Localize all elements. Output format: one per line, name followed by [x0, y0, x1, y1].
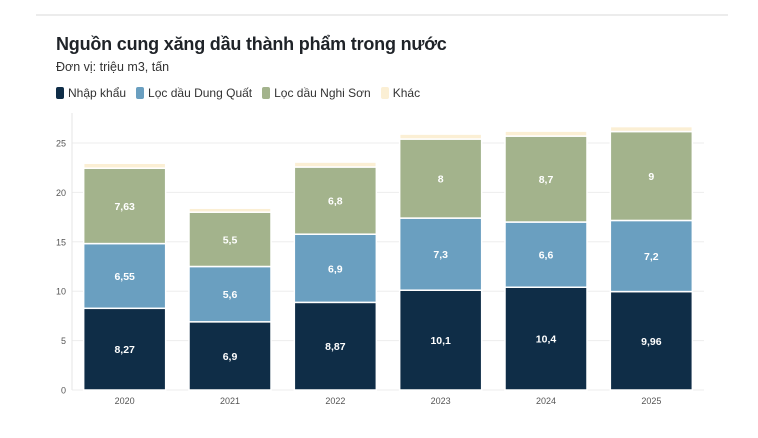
bar-segment	[293, 233, 378, 304]
data-label: 6,9	[328, 263, 343, 275]
x-tick-label: 2025	[641, 396, 661, 406]
bar-segment	[504, 135, 588, 223]
chart-title: Nguồn cung xăng dầu thành phẩm trong nướ…	[56, 34, 447, 54]
legend-label: Lọc dầu Dung Quất	[148, 86, 253, 100]
legend-item-nhap-khau: Nhập khẩu	[56, 86, 126, 100]
data-label: 5,5	[223, 234, 238, 246]
legend-swatch	[380, 87, 389, 99]
bar-segment	[82, 307, 167, 391]
data-label: 9	[648, 171, 654, 183]
legend-swatch	[56, 87, 64, 99]
y-tick-label: 0	[61, 386, 66, 396]
bar-segment	[293, 161, 378, 168]
data-label: 7,63	[114, 201, 135, 213]
x-tick-label: 2023	[431, 396, 451, 406]
legend-label: Lọc dầu Nghi Sơn	[274, 86, 371, 100]
bar-segment	[504, 130, 588, 137]
x-tick-label: 2020	[115, 396, 135, 406]
bar-segment	[504, 286, 588, 391]
data-label: 6,55	[114, 271, 135, 283]
bar-segment	[398, 217, 483, 291]
data-label: 6,9	[223, 351, 238, 363]
data-label: 8,87	[325, 341, 346, 353]
bar-segment	[188, 211, 272, 268]
bar-segment	[398, 133, 483, 140]
x-tick-label: 2024	[536, 396, 556, 406]
legend-item-khac: Khác	[380, 86, 421, 100]
x-tick-label: 2021	[220, 396, 240, 406]
data-label: 6,6	[539, 250, 554, 262]
bar-segment	[293, 301, 378, 391]
y-tick-label: 5	[61, 336, 66, 346]
data-label: 8,7	[539, 174, 554, 186]
data-label: 8,27	[114, 344, 135, 356]
data-label: 6,8	[328, 196, 343, 208]
bar-segment	[82, 242, 167, 310]
data-label: 5,6	[223, 289, 238, 301]
bar-segment	[398, 289, 483, 391]
chart-subtitle: Đơn vị: triệu m3, tấn	[56, 60, 170, 74]
bar-segment	[609, 290, 694, 391]
data-label: 8	[438, 174, 444, 186]
legend-label: Khác	[392, 86, 421, 100]
y-tick-label: 10	[56, 287, 66, 297]
x-tick-label: 2022	[325, 396, 345, 406]
bar-segment	[188, 207, 272, 213]
bar-segment	[82, 167, 167, 245]
data-label: 7,2	[644, 251, 659, 263]
y-tick-label: 15	[56, 237, 66, 247]
bar-segment	[609, 130, 694, 222]
legend-swatch	[262, 87, 271, 99]
bar-segment	[82, 162, 167, 169]
y-tick-label: 25	[56, 139, 66, 149]
bar-segment	[609, 125, 694, 133]
bar-segment	[504, 221, 588, 288]
bar-segment	[188, 321, 272, 391]
legend-swatch	[136, 87, 145, 99]
data-label: 10,4	[536, 334, 557, 346]
data-label: 10,1	[430, 335, 451, 347]
chart-legend: Nhập khẩu Lọc dầu Dung Quất Lọc dầu Nghi…	[56, 86, 420, 100]
y-tick-label: 20	[56, 188, 66, 198]
bar-segment	[188, 265, 272, 323]
bar-segment	[398, 138, 483, 219]
data-label: 7,3	[433, 249, 448, 261]
legend-item-nghi-son: Lọc dầu Nghi Sơn	[262, 86, 371, 100]
data-label: 9,96	[641, 336, 662, 348]
legend-label: Nhập khẩu	[68, 86, 127, 100]
legend-item-dung-quat: Lọc dầu Dung Quất	[136, 86, 252, 100]
